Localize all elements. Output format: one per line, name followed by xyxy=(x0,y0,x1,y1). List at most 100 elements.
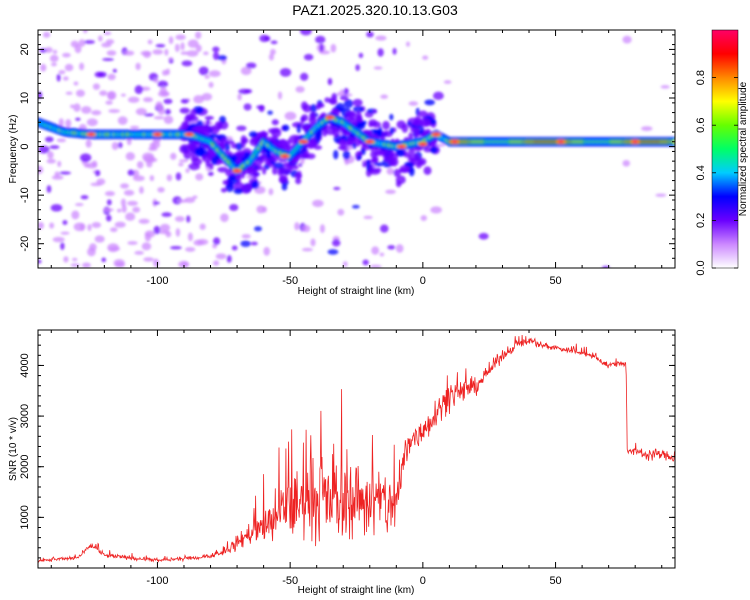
colorbar-tick-label: 0.2 xyxy=(695,213,707,228)
spectrogram-noise-blob xyxy=(172,196,182,205)
spectrogram-noise-blob xyxy=(250,241,258,246)
spectrogram-noise-blob xyxy=(355,64,360,72)
spectrogram-peak-center xyxy=(234,169,240,173)
spectrogram-noise-blob xyxy=(157,107,166,115)
spectrogram-noise-blob xyxy=(217,55,227,61)
spectrogram-scatter-blob xyxy=(430,118,437,125)
spectrogram-noise-blob xyxy=(155,101,163,110)
spectrogram-noise-blob xyxy=(146,160,153,168)
spectrogram-noise-blob xyxy=(241,234,251,239)
spectrogram-noise-blob xyxy=(284,111,297,121)
spectrogram-noise-blob xyxy=(143,113,154,117)
spectrogram-noise-blob xyxy=(342,261,348,267)
spectrogram-noise-blob xyxy=(94,169,101,177)
spectrogram-noise-blob xyxy=(192,195,198,199)
spectrogram-noise-blob xyxy=(134,250,144,255)
spectrogram-scatter-blob xyxy=(324,97,331,103)
spectrogram-scatter-blob xyxy=(279,175,288,183)
spectrogram-x-tick-label: -100 xyxy=(146,275,168,287)
snr-ticks: -100 -50 0 50 1000 2000 3000 4000 xyxy=(19,330,675,587)
spectrogram-noise-blob xyxy=(80,153,92,163)
spectrogram-noise-blob xyxy=(178,159,189,163)
spectrogram-noise-blob xyxy=(199,223,206,230)
spectrogram-scatter-blob xyxy=(378,149,390,156)
spectrogram-noise-blob xyxy=(660,85,670,89)
spectrogram-scatter-blob xyxy=(196,120,204,128)
spectrogram-noise-blob xyxy=(94,235,105,243)
spectrogram-noise-blob xyxy=(51,62,57,67)
colorbar-ticks: 0.0 0.2 0.4 0.6 0.8 xyxy=(695,70,738,276)
snr-y-tick-label: 1000 xyxy=(19,505,31,529)
spectrogram-peak-center xyxy=(433,133,439,136)
spectrogram-noise-blob xyxy=(107,73,116,81)
spectrogram-noise-blob xyxy=(299,72,309,81)
spectrogram-noise-blob xyxy=(386,167,395,175)
spectrogram-scatter-blob xyxy=(273,162,285,170)
spectrogram-noise-blob xyxy=(170,152,177,160)
spectrogram-scatter-blob xyxy=(331,92,338,100)
spectrogram-noise-blob xyxy=(369,264,382,268)
spectrogram-noise-blob xyxy=(375,35,387,41)
spectrogram-noise-blob xyxy=(87,247,96,257)
spectrogram-peak-center xyxy=(420,142,426,146)
colorbar-tick-label: 0.0 xyxy=(695,260,707,275)
spectrogram-noise-blob xyxy=(78,39,86,47)
spectrogram-noise-blob xyxy=(149,175,155,182)
spectrogram-y-tick-label: 10 xyxy=(19,92,31,104)
spectrogram-scatter-blob xyxy=(256,165,264,171)
spectrogram-noise-blob xyxy=(120,93,126,97)
spectrogram-noise-blob xyxy=(123,189,135,196)
spectrogram-noise-blob xyxy=(204,74,210,79)
spectrogram-scatter-blob xyxy=(283,162,290,169)
spectrogram-noise-blob xyxy=(127,241,138,245)
spectrogram-noise-blob xyxy=(164,108,171,115)
spectrogram-scatter-blob xyxy=(205,129,211,136)
spectrogram-scatter-blob xyxy=(355,110,362,121)
spectrogram-scatter-blob xyxy=(202,154,212,163)
snr-x-tick-label: -100 xyxy=(146,575,168,587)
spectrogram-peak-center xyxy=(282,155,288,158)
spectrogram-scatter-blob xyxy=(225,183,235,193)
spectrogram-noise-blob xyxy=(73,103,81,112)
spectrogram-noise-blob xyxy=(177,199,188,203)
spectrogram-noise-blob xyxy=(127,200,138,206)
spectrogram-noise-blob xyxy=(152,258,160,267)
spectrogram-scatter-blob xyxy=(236,157,242,164)
spectrogram-scatter-blob xyxy=(388,159,397,166)
spectrogram-noise-blob xyxy=(195,173,204,181)
spectrogram-noise-blob xyxy=(422,55,429,60)
spectrogram-scatter-blob xyxy=(324,125,337,136)
spectrogram-scatter-blob xyxy=(429,146,438,154)
spectrogram-scatter-blob xyxy=(264,158,271,166)
spectrogram-noise-blob xyxy=(300,157,305,165)
spectrogram-noise-blob xyxy=(231,245,238,251)
spectrogram-scatter-blob xyxy=(194,147,204,157)
spectrogram-noise-blob xyxy=(136,161,144,169)
spectrogram-noise-blob xyxy=(155,44,166,48)
spectrogram-noise-blob xyxy=(187,39,199,48)
spectrogram-scatter-blob xyxy=(233,188,244,195)
spectrogram-noise-blob xyxy=(379,224,389,233)
spectrogram-scatter-blob xyxy=(207,171,214,177)
snr-series-line xyxy=(38,334,675,564)
spectrogram-noise-blob xyxy=(103,31,112,36)
spectrogram-scatter-blob xyxy=(424,99,436,106)
spectrogram-noise-blob xyxy=(71,210,80,220)
spectrogram-noise-blob xyxy=(395,244,404,253)
spectrogram-scatter-blob xyxy=(414,131,420,137)
spectrogram-noise-blob xyxy=(195,31,202,39)
spectrogram-noise-blob xyxy=(94,71,104,78)
spectrogram-noise-blob xyxy=(85,139,92,148)
spectrogram-noise-blob xyxy=(157,187,165,193)
colorbar-tick-label: 0.4 xyxy=(695,165,707,180)
spectrogram-scatter-blob xyxy=(309,104,317,113)
spectrogram-noise-blob xyxy=(143,257,154,262)
spectrogram-noise-blob xyxy=(279,68,292,77)
spectrogram-noise-blob xyxy=(238,88,250,95)
spectrogram-scatter-blob xyxy=(360,148,366,156)
snr-x-tick-label: 0 xyxy=(420,575,426,587)
spectrogram-noise-blob xyxy=(203,51,209,56)
spectrogram-noise-blob xyxy=(49,54,59,62)
spectrogram-scatter-blob xyxy=(423,166,432,175)
spectrogram-scatter-blob xyxy=(352,98,363,107)
